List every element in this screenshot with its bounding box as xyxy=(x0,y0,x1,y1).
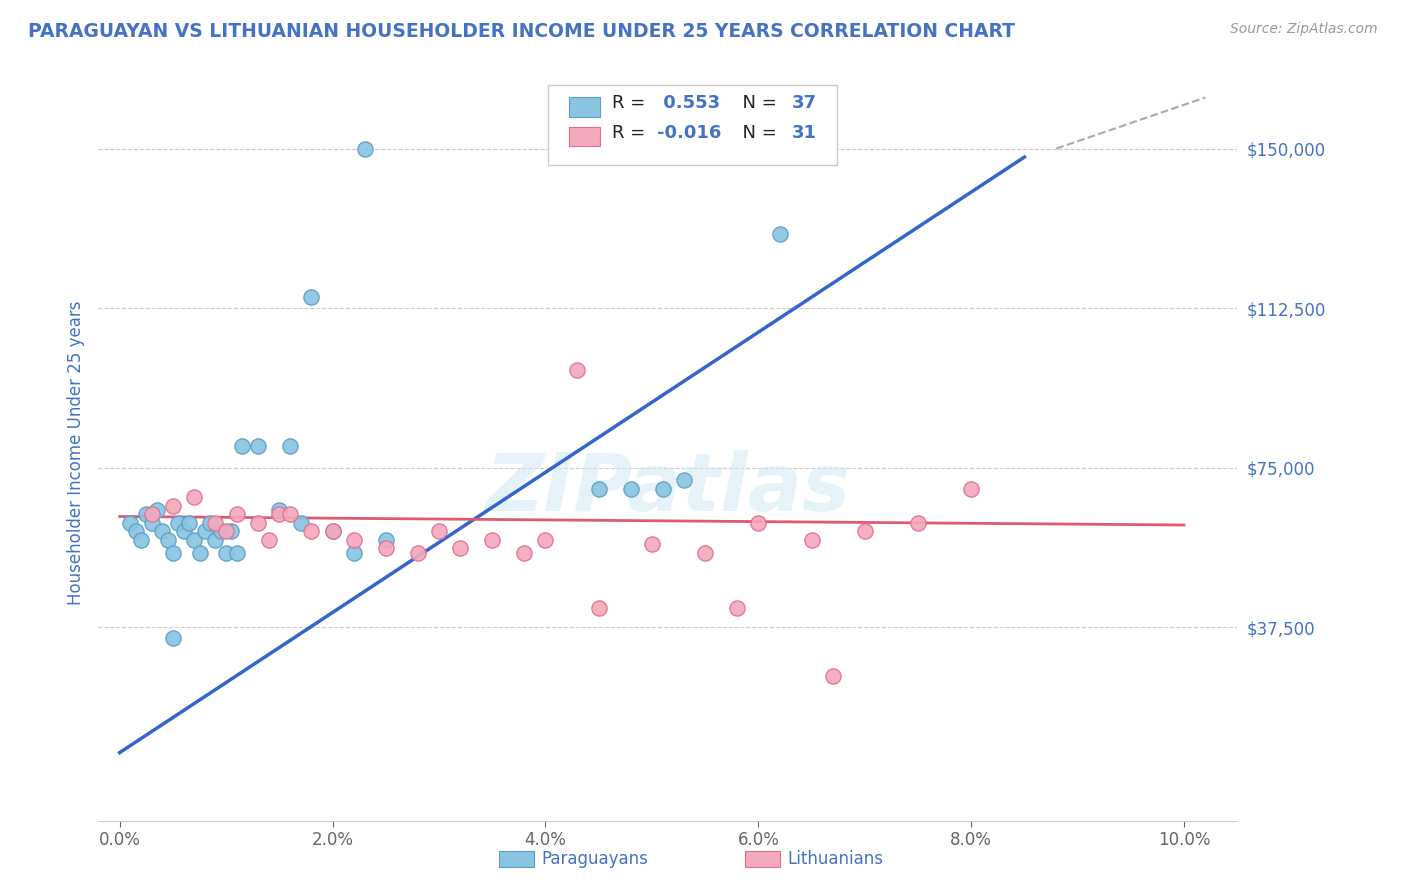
Text: 37: 37 xyxy=(792,95,817,112)
Point xyxy=(257,533,280,547)
Point xyxy=(269,508,291,522)
Point xyxy=(129,533,152,547)
Point xyxy=(141,516,163,530)
Point xyxy=(247,516,270,530)
Point xyxy=(343,546,366,560)
Point xyxy=(588,482,610,496)
Point xyxy=(215,524,238,539)
Text: 0.553: 0.553 xyxy=(657,95,720,112)
Point xyxy=(269,503,291,517)
Point xyxy=(641,537,664,551)
Point xyxy=(225,546,247,560)
Point xyxy=(374,541,396,556)
Point xyxy=(135,508,157,522)
Point xyxy=(162,546,184,560)
Point xyxy=(156,533,179,547)
Point xyxy=(231,439,253,453)
Point xyxy=(150,524,173,539)
Point xyxy=(204,533,226,547)
Point xyxy=(481,533,503,547)
Point xyxy=(907,516,929,530)
Point xyxy=(225,508,247,522)
Point xyxy=(198,516,221,530)
Point xyxy=(221,524,243,539)
Point xyxy=(162,631,184,645)
Point xyxy=(534,533,557,547)
Text: R =: R = xyxy=(612,95,651,112)
Point xyxy=(960,482,983,496)
Point xyxy=(672,473,695,487)
Point xyxy=(146,503,169,517)
Point xyxy=(374,533,396,547)
Point xyxy=(651,482,673,496)
Point xyxy=(768,227,790,241)
Text: R =: R = xyxy=(612,124,651,142)
Point xyxy=(747,516,769,530)
Text: Paraguayans: Paraguayans xyxy=(541,850,648,868)
Point xyxy=(247,439,270,453)
Point xyxy=(299,290,322,304)
Point xyxy=(290,516,312,530)
Point xyxy=(427,524,450,539)
Text: 31: 31 xyxy=(792,124,817,142)
Point xyxy=(124,524,146,539)
Text: Source: ZipAtlas.com: Source: ZipAtlas.com xyxy=(1230,22,1378,37)
Point xyxy=(821,669,844,683)
Point xyxy=(162,499,184,513)
Point xyxy=(513,546,536,560)
Text: PARAGUAYAN VS LITHUANIAN HOUSEHOLDER INCOME UNDER 25 YEARS CORRELATION CHART: PARAGUAYAN VS LITHUANIAN HOUSEHOLDER INC… xyxy=(28,22,1015,41)
Point xyxy=(406,546,429,560)
Text: Lithuanians: Lithuanians xyxy=(787,850,883,868)
Point xyxy=(177,516,200,530)
Point xyxy=(209,524,232,539)
Text: ZIPatlas: ZIPatlas xyxy=(485,450,851,528)
Point xyxy=(141,508,163,522)
Point xyxy=(353,142,375,156)
Point xyxy=(120,516,142,530)
Point xyxy=(343,533,366,547)
Point xyxy=(800,533,823,547)
Point xyxy=(725,601,748,615)
Point xyxy=(449,541,471,556)
Point xyxy=(204,516,226,530)
Point xyxy=(299,524,322,539)
Point xyxy=(188,546,211,560)
Point xyxy=(194,524,217,539)
Point xyxy=(693,546,716,560)
Point xyxy=(322,524,344,539)
Point xyxy=(183,491,205,505)
Y-axis label: Householder Income Under 25 years: Householder Income Under 25 years xyxy=(66,301,84,605)
Point xyxy=(853,524,876,539)
Text: -0.016: -0.016 xyxy=(657,124,721,142)
Text: N =: N = xyxy=(731,95,783,112)
Text: N =: N = xyxy=(731,124,783,142)
Point xyxy=(278,508,301,522)
Point xyxy=(278,439,301,453)
Point xyxy=(173,524,195,539)
Point xyxy=(215,546,238,560)
Point xyxy=(167,516,190,530)
Point xyxy=(588,601,610,615)
Point xyxy=(620,482,643,496)
Point xyxy=(322,524,344,539)
Point xyxy=(567,363,589,377)
Point xyxy=(183,533,205,547)
